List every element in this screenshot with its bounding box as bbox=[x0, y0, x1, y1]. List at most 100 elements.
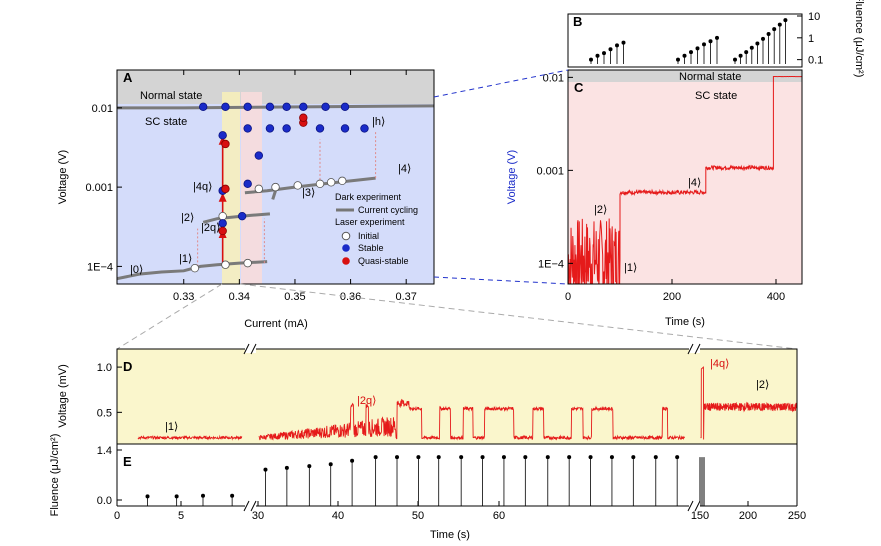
panel-a-normal-label: Normal state bbox=[140, 90, 202, 102]
initial-point-5 bbox=[271, 182, 280, 192]
panel-c-ytick-label-0: 1E−4 bbox=[538, 258, 564, 270]
legend-laser-title: Laser experiment bbox=[335, 217, 405, 227]
panel-d-ytick-label-1: 1.0 bbox=[97, 362, 112, 374]
panel-d-trace-seg1 bbox=[137, 434, 243, 441]
panel-b-pulse-2-8 bbox=[777, 22, 782, 27]
stable-point-0 bbox=[199, 102, 208, 112]
panel-a-xtick-label-4: 0.37 bbox=[395, 291, 416, 303]
axis-break-mask-1-1 bbox=[689, 502, 700, 510]
connector-a-c-bottom bbox=[433, 276, 569, 285]
panel-a-ytick-label-2: 0.01 bbox=[92, 103, 113, 115]
initial-point-0 bbox=[190, 263, 200, 273]
current-cycling-line-0 bbox=[117, 260, 268, 281]
panel-b-pulse-2-4 bbox=[755, 41, 760, 46]
axis-break-a-1-1 bbox=[687, 500, 694, 512]
state-label-4: |4⟩ bbox=[398, 163, 411, 175]
panel-d-trace-seg3 bbox=[700, 366, 797, 440]
legend-dark-title: Dark experiment bbox=[335, 192, 402, 202]
panel-e-xtick-label-8: 250 bbox=[788, 510, 806, 522]
panel-b-pulse-1-2 bbox=[689, 50, 693, 55]
quasi-stable-point-2 bbox=[221, 139, 230, 149]
zoom-connectors bbox=[116, 69, 798, 350]
stable-point-12 bbox=[315, 124, 325, 133]
panel-a-normal-region bbox=[117, 70, 434, 104]
legend-initial: Initial bbox=[358, 231, 379, 241]
legend-marker-quasi bbox=[342, 257, 350, 265]
connector-a-d-right bbox=[239, 283, 798, 350]
panel-e-pulse-6 bbox=[307, 464, 312, 469]
panel-a-sc-label: SC state bbox=[145, 116, 187, 128]
panel-a-letter: A bbox=[123, 70, 133, 85]
legend-marker-initial bbox=[341, 231, 351, 241]
panel-c-normal-region bbox=[568, 70, 802, 82]
state-label-1: |1⟩ bbox=[179, 253, 192, 265]
panel-a-ytick-label-1: 0.001 bbox=[85, 182, 113, 194]
panel-e-y-label: Fluence (μJ/cm²) bbox=[49, 434, 61, 517]
panel-e: 0.0 1.4 0 5 30 40 50 60 150 200 250 E Time (s) Flu… bbox=[49, 434, 806, 541]
panel-c-normal-label: Normal state bbox=[679, 71, 741, 83]
panel-b-pulse-2-0 bbox=[733, 57, 737, 62]
panel-e-x-label: Time (s) bbox=[430, 529, 470, 541]
stable-point-10 bbox=[265, 124, 275, 133]
panel-c-ytick-label-2: 0.01 bbox=[543, 72, 564, 84]
panel-c-voltage-trace bbox=[568, 76, 802, 284]
panel-b-pulse-2-1 bbox=[738, 53, 743, 58]
panel-e-xtick-label-2: 30 bbox=[252, 510, 264, 522]
panel-b-pulse-1-5 bbox=[708, 39, 713, 44]
initial-point-4 bbox=[254, 184, 264, 194]
state-label-h: |h⟩ bbox=[372, 116, 385, 128]
panel-b-letter: B bbox=[573, 14, 582, 29]
panel-c-xtick-label-0: 0 bbox=[565, 291, 571, 303]
quasi-stable-point-3 bbox=[221, 184, 230, 194]
stable-point-6 bbox=[321, 102, 330, 112]
panel-b-pulse-0-1 bbox=[595, 53, 600, 58]
stable-point-7 bbox=[340, 102, 350, 112]
panel-b-pulse-0-2 bbox=[602, 51, 606, 56]
panel-c-state-1: |1⟩ bbox=[624, 262, 637, 274]
quasi-stable-point-1 bbox=[299, 113, 308, 122]
panel-b-ytick-label-2: 10 bbox=[808, 11, 820, 23]
initial-point-8 bbox=[326, 178, 336, 187]
panel-a-xtick-label-1: 0.34 bbox=[229, 291, 250, 303]
panel-b-pulse-2-6 bbox=[766, 31, 771, 36]
panel-b-pulse-2-3 bbox=[749, 45, 754, 50]
panel-d-frame bbox=[116, 348, 798, 445]
panel-e-pulse-22 bbox=[653, 455, 658, 460]
current-cycling-line-1 bbox=[202, 212, 271, 224]
panel-e-pulse-14 bbox=[480, 455, 485, 460]
axis-break-a-1-0 bbox=[687, 343, 694, 355]
stable-point-15 bbox=[254, 151, 264, 160]
panel-d-state-2q: |2q⟩ bbox=[357, 395, 376, 407]
legend-current-cycling: Current cycling bbox=[358, 205, 418, 215]
panel-c-letter: C bbox=[574, 80, 584, 95]
axis-break-b-0-1 bbox=[250, 500, 257, 512]
panel-b-pulse-1-3 bbox=[695, 46, 700, 51]
panel-c-xtick-label-2: 400 bbox=[767, 291, 785, 303]
axis-break-mask-0-0 bbox=[245, 345, 256, 353]
panel-b-pulse-1-6 bbox=[715, 35, 719, 40]
initial-point-7 bbox=[315, 179, 325, 189]
panel-a-y-label: Voltage (V) bbox=[57, 150, 69, 204]
panel-d-ytick-label-0: 0.5 bbox=[97, 407, 112, 419]
panel-e-ytick-label-1: 1.4 bbox=[97, 445, 112, 457]
stable-point-4 bbox=[282, 102, 291, 112]
panel-a-legend: Dark experiment Current cycling Laser ex… bbox=[335, 192, 418, 266]
current-cycling-line-3 bbox=[244, 176, 376, 195]
stable-point-17 bbox=[243, 179, 252, 189]
panel-a-x-label: Current (mA) bbox=[244, 318, 308, 330]
axis-break-b-0-0 bbox=[250, 343, 257, 355]
panel-b-ytick-label-1: 1 bbox=[808, 33, 814, 45]
panel-d: 0.5 1.0 D |1⟩ |2q⟩ |4q⟩ |2⟩ Voltage (mV) bbox=[57, 348, 798, 445]
panel-e-pulse-15 bbox=[501, 455, 506, 460]
stable-point-11 bbox=[282, 124, 291, 133]
panel-a-pink-band bbox=[241, 92, 262, 284]
stable-point-1 bbox=[221, 102, 230, 112]
panel-e-pulse-5 bbox=[284, 465, 289, 470]
panel-c-sc-region bbox=[568, 82, 802, 284]
stable-point-8 bbox=[218, 131, 227, 140]
panel-b: B 0.1 1 10 Fluence (μJ/cm²) bbox=[567, 0, 865, 77]
panel-d-letter: D bbox=[123, 359, 132, 374]
panel-e-pulse-10 bbox=[395, 455, 400, 460]
panel-b-pulse-1-0 bbox=[676, 57, 680, 62]
